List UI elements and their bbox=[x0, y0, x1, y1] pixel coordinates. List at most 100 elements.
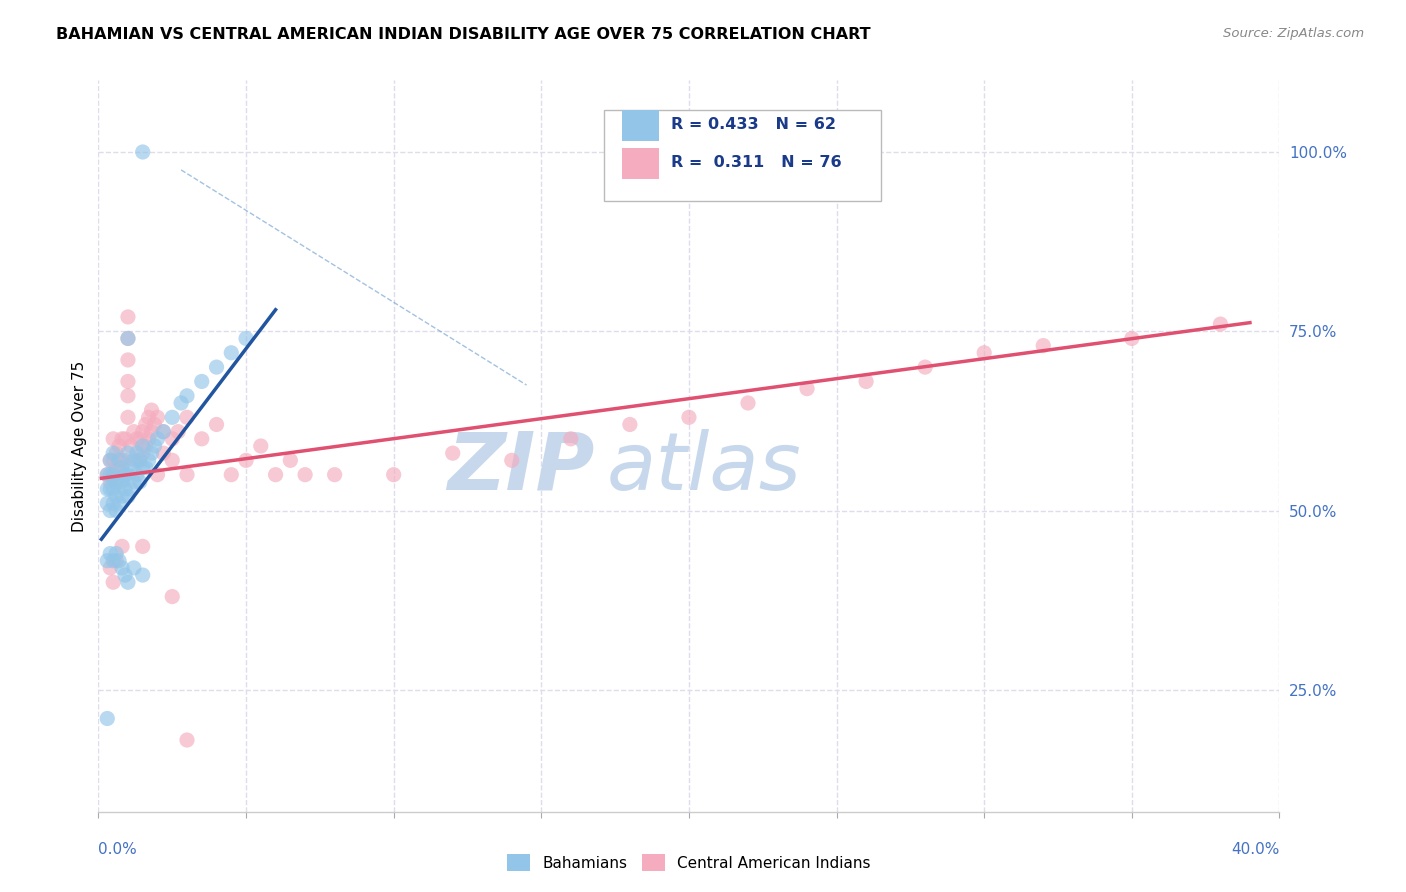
Text: 40.0%: 40.0% bbox=[1232, 842, 1279, 857]
Point bbox=[103, 554, 125, 568]
Point bbox=[176, 733, 198, 747]
Point bbox=[117, 389, 139, 403]
Text: ZIP: ZIP bbox=[447, 429, 595, 507]
Point bbox=[103, 432, 125, 446]
Point bbox=[98, 453, 121, 467]
Point bbox=[105, 446, 128, 460]
Point bbox=[114, 568, 136, 582]
Text: R = 0.433   N = 62: R = 0.433 N = 62 bbox=[671, 117, 837, 132]
Point bbox=[114, 453, 136, 467]
Point bbox=[120, 460, 142, 475]
Point bbox=[114, 482, 136, 496]
FancyBboxPatch shape bbox=[621, 148, 659, 179]
Point bbox=[111, 460, 134, 475]
Point bbox=[105, 489, 128, 503]
Point bbox=[125, 432, 148, 446]
Legend: Bahamians, Central American Indians: Bahamians, Central American Indians bbox=[501, 848, 877, 877]
Point bbox=[96, 554, 118, 568]
Point bbox=[280, 453, 302, 467]
Point bbox=[1032, 338, 1054, 352]
FancyBboxPatch shape bbox=[621, 111, 659, 141]
Point bbox=[138, 432, 160, 446]
Point bbox=[117, 489, 139, 503]
Text: 0.0%: 0.0% bbox=[98, 842, 138, 857]
Point bbox=[96, 482, 118, 496]
Point bbox=[108, 439, 131, 453]
Point bbox=[135, 439, 157, 453]
Point bbox=[132, 568, 155, 582]
Point bbox=[162, 432, 183, 446]
Point bbox=[120, 482, 142, 496]
Point bbox=[117, 467, 139, 482]
Point bbox=[105, 475, 128, 489]
Point bbox=[132, 460, 155, 475]
Point bbox=[96, 467, 118, 482]
Point bbox=[796, 382, 818, 396]
Point bbox=[105, 460, 128, 475]
Point bbox=[138, 410, 160, 425]
Text: R =  0.311   N = 76: R = 0.311 N = 76 bbox=[671, 155, 842, 170]
Point bbox=[1121, 331, 1143, 345]
Point bbox=[111, 489, 134, 503]
FancyBboxPatch shape bbox=[605, 110, 882, 201]
Point bbox=[117, 375, 139, 389]
Point bbox=[855, 375, 877, 389]
Point bbox=[98, 467, 121, 482]
Point bbox=[135, 417, 157, 432]
Text: Source: ZipAtlas.com: Source: ZipAtlas.com bbox=[1223, 27, 1364, 40]
Point bbox=[98, 475, 121, 489]
Point bbox=[128, 453, 150, 467]
Point bbox=[117, 446, 139, 460]
Point bbox=[135, 460, 157, 475]
Point bbox=[122, 453, 145, 467]
Point bbox=[117, 331, 139, 345]
Point bbox=[125, 467, 148, 482]
Point bbox=[221, 467, 243, 482]
Point bbox=[205, 417, 228, 432]
Point bbox=[914, 360, 936, 375]
Point bbox=[98, 547, 121, 561]
Point bbox=[560, 432, 582, 446]
Point bbox=[125, 453, 148, 467]
Point bbox=[619, 417, 641, 432]
Point bbox=[162, 410, 183, 425]
Point bbox=[111, 561, 134, 575]
Point bbox=[191, 375, 214, 389]
Point bbox=[103, 496, 125, 510]
Point bbox=[103, 575, 125, 590]
Point bbox=[98, 482, 121, 496]
Point bbox=[96, 496, 118, 510]
Point bbox=[103, 482, 125, 496]
Point bbox=[205, 360, 228, 375]
Point bbox=[152, 446, 174, 460]
Point bbox=[103, 467, 125, 482]
Point bbox=[176, 389, 198, 403]
Point bbox=[162, 453, 183, 467]
Point bbox=[122, 425, 145, 439]
Point bbox=[176, 467, 198, 482]
Point bbox=[108, 453, 131, 467]
Point bbox=[108, 460, 131, 475]
Point bbox=[323, 467, 346, 482]
Point bbox=[176, 410, 198, 425]
Point bbox=[120, 439, 142, 453]
Point bbox=[98, 453, 121, 467]
Point bbox=[141, 446, 163, 460]
Point bbox=[128, 453, 150, 467]
Point bbox=[122, 475, 145, 489]
Point bbox=[122, 561, 145, 575]
Point bbox=[973, 345, 995, 359]
Point bbox=[737, 396, 759, 410]
Point bbox=[103, 453, 125, 467]
Point bbox=[114, 432, 136, 446]
Point bbox=[264, 467, 287, 482]
Point bbox=[146, 467, 169, 482]
Point bbox=[111, 540, 134, 554]
Point bbox=[152, 425, 174, 439]
Point bbox=[138, 453, 160, 467]
Point bbox=[111, 475, 134, 489]
Point bbox=[152, 425, 174, 439]
Y-axis label: Disability Age Over 75: Disability Age Over 75 bbox=[72, 360, 87, 532]
Point bbox=[98, 503, 121, 517]
Point bbox=[117, 331, 139, 345]
